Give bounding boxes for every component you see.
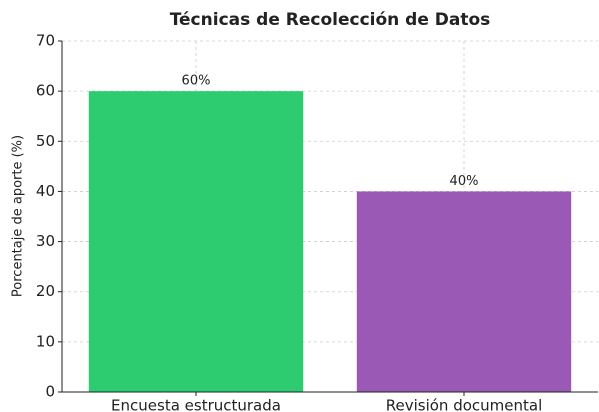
y-tick-label: 60 <box>36 82 55 100</box>
value-label: 60% <box>182 74 211 89</box>
y-tick-label: 50 <box>36 132 55 150</box>
y-tick-label: 40 <box>36 182 55 200</box>
y-tick-label: 30 <box>36 232 55 250</box>
bar <box>356 191 572 392</box>
x-tick-label: Encuesta estructurada <box>111 397 281 412</box>
y-axis-label: Porcentaje de aporte (%) <box>11 135 26 297</box>
x-tick-label: Revisión documental <box>386 397 543 412</box>
bar <box>88 91 304 393</box>
y-tick-label: 20 <box>36 282 55 300</box>
y-tick-label: 10 <box>36 332 55 350</box>
y-tick-label: 0 <box>45 383 55 401</box>
value-label: 40% <box>450 174 479 189</box>
chart-title: Técnicas de Recolección de Datos <box>170 10 491 30</box>
y-tick-label: 70 <box>36 32 55 50</box>
